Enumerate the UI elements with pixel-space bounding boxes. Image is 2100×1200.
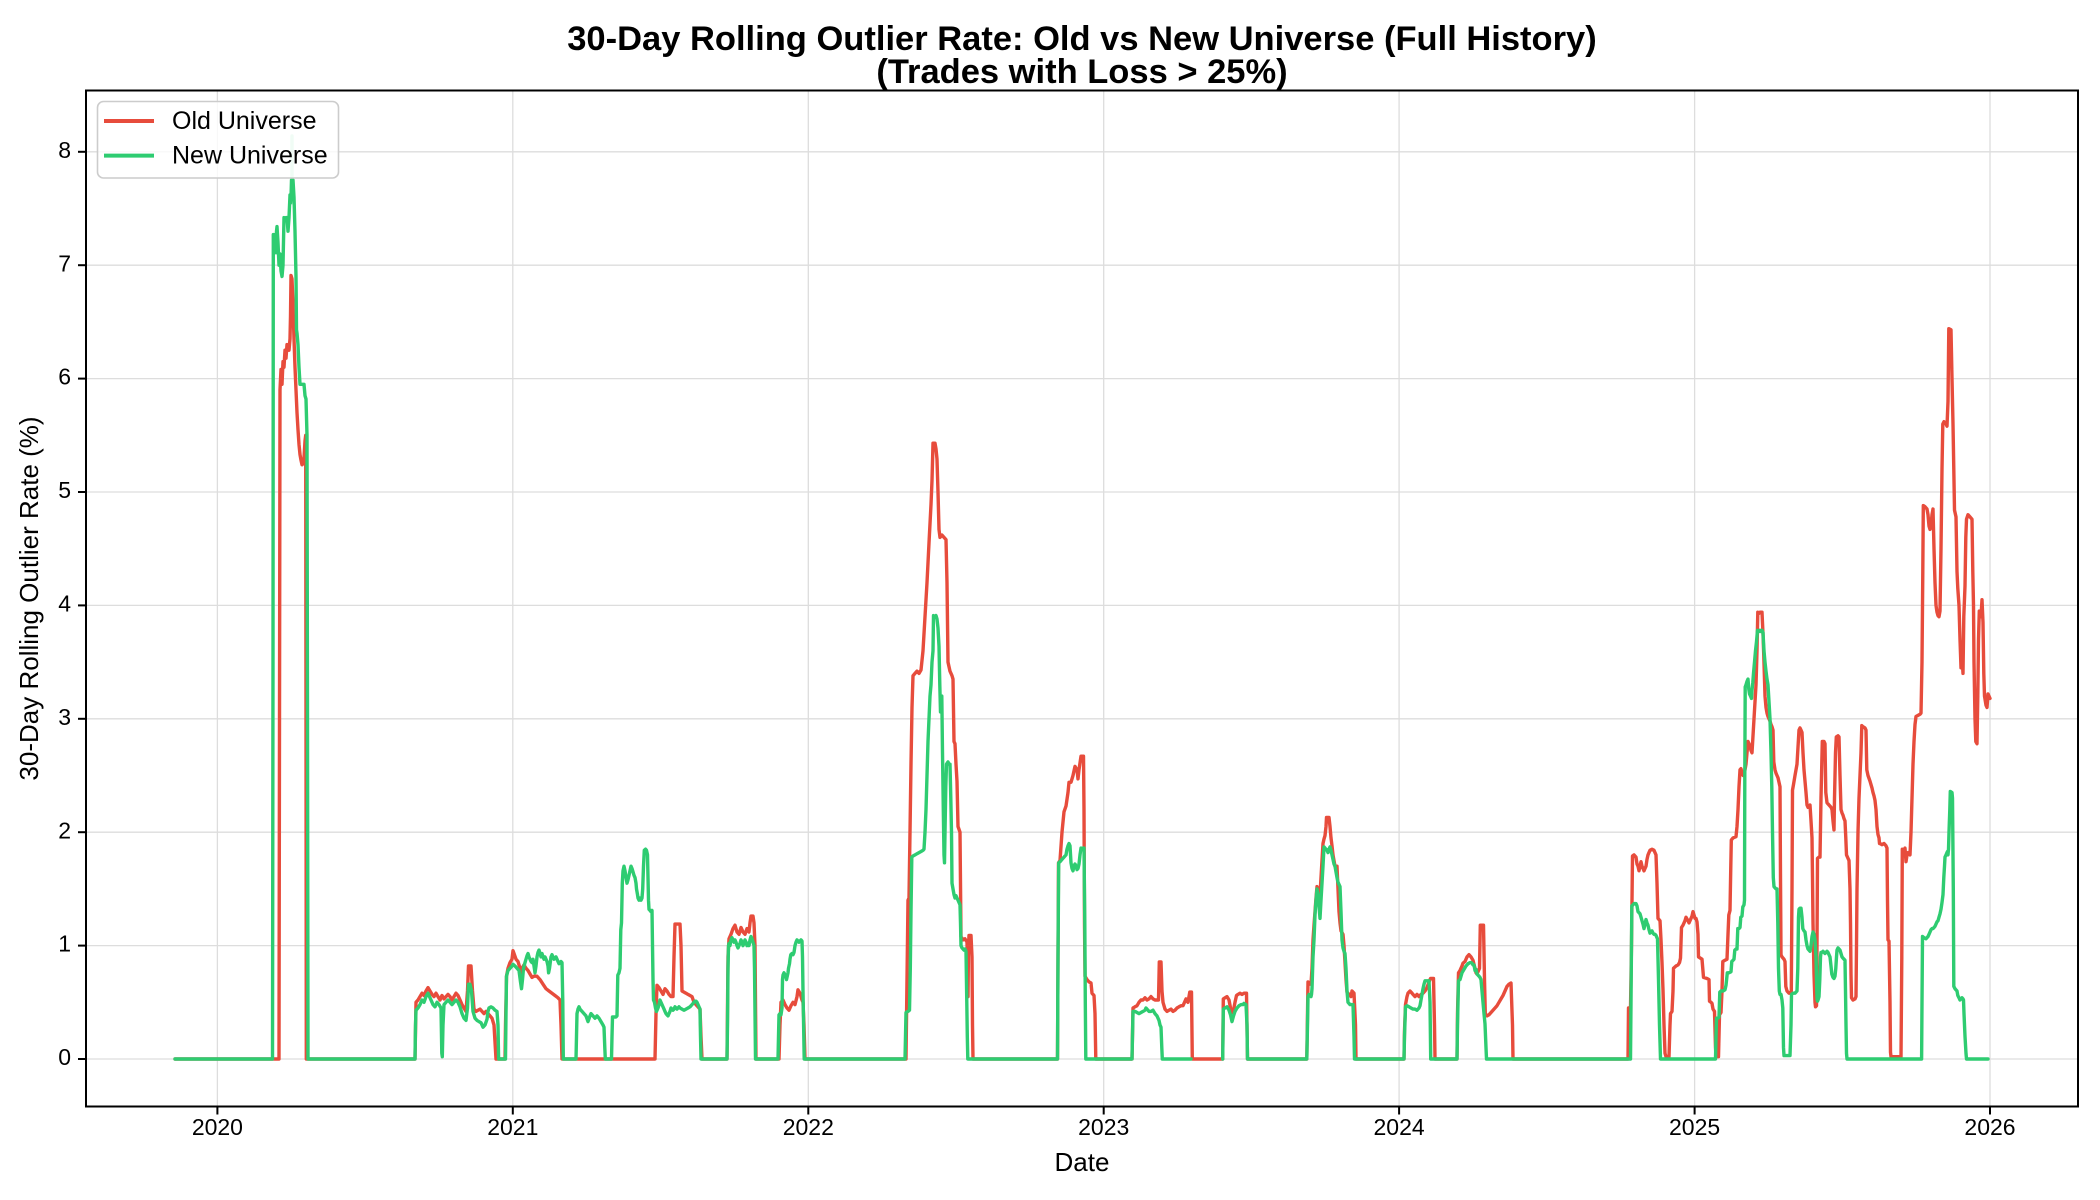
svg-text:30-Day Rolling Outlier Rate (%: 30-Day Rolling Outlier Rate (%) <box>14 416 44 780</box>
svg-text:1: 1 <box>58 931 71 957</box>
svg-text:2021: 2021 <box>487 1114 538 1140</box>
svg-text:6: 6 <box>58 364 71 390</box>
svg-text:Old Universe: Old Universe <box>172 107 317 135</box>
svg-text:4: 4 <box>58 590 71 616</box>
svg-text:New Universe: New Universe <box>172 142 328 170</box>
svg-text:(Trades with Loss > 25%): (Trades with Loss > 25%) <box>876 53 1287 91</box>
svg-text:2022: 2022 <box>783 1114 834 1140</box>
svg-text:2023: 2023 <box>1078 1114 1129 1140</box>
svg-text:Date: Date <box>1055 1147 1110 1177</box>
svg-text:8: 8 <box>58 137 71 163</box>
svg-text:2024: 2024 <box>1374 1114 1425 1140</box>
svg-text:2020: 2020 <box>192 1114 243 1140</box>
svg-text:3: 3 <box>58 704 71 730</box>
svg-text:0: 0 <box>58 1044 71 1070</box>
svg-text:2026: 2026 <box>1964 1114 2015 1140</box>
svg-text:7: 7 <box>58 250 71 276</box>
svg-text:2025: 2025 <box>1669 1114 1720 1140</box>
svg-text:30-Day Rolling Outlier Rate: O: 30-Day Rolling Outlier Rate: Old vs New … <box>567 20 1596 58</box>
svg-text:5: 5 <box>58 477 71 503</box>
svg-text:2: 2 <box>58 817 71 843</box>
